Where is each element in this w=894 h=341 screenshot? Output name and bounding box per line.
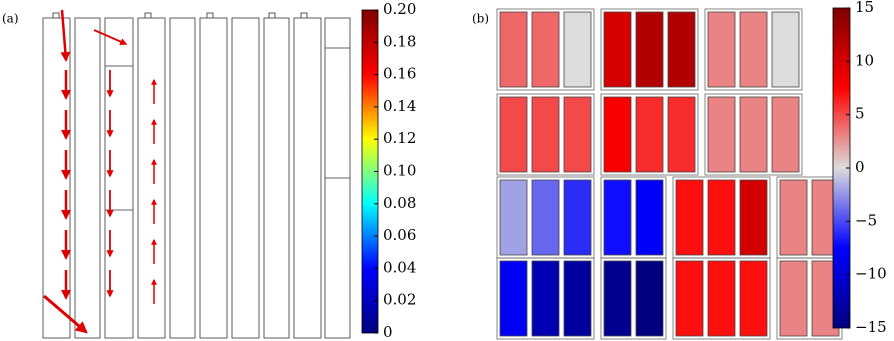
cell [675, 260, 704, 337]
cell [499, 11, 528, 88]
cell [531, 11, 560, 88]
group-frame [600, 8, 699, 91]
cell [531, 260, 560, 337]
colorbar-tick-label: 0.14 [383, 97, 416, 115]
cell [771, 96, 800, 173]
colorbar-tick-label: 0.16 [383, 65, 416, 83]
cell [499, 179, 528, 256]
group-frame [704, 8, 803, 91]
colorbar-tick-label: −15 [855, 318, 887, 336]
cell [667, 96, 696, 173]
cell [531, 179, 560, 256]
cell [499, 96, 528, 173]
group-frame [496, 93, 595, 176]
colorbar-tick-label: −5 [855, 211, 877, 229]
group-frame [496, 8, 595, 91]
group-frame [496, 257, 595, 340]
cell [635, 179, 664, 256]
cell [667, 11, 696, 88]
cell [739, 179, 768, 256]
group-frame [672, 257, 771, 340]
colorbar-tick-label: 0.02 [383, 291, 416, 309]
cell [779, 260, 808, 337]
colorbar-tick-label: 0.20 [383, 0, 416, 18]
colorbar-tick-label: 0 [383, 323, 393, 341]
arrow [60, 9, 71, 62]
group-frame [600, 257, 667, 340]
column [74, 17, 101, 339]
column [199, 17, 228, 339]
cell [635, 11, 664, 88]
colorbar-tick-label: 0.10 [383, 162, 416, 180]
panel-label: (a) [2, 12, 19, 26]
arrow [93, 29, 128, 45]
colorbar-tick-label: 0.08 [383, 194, 416, 212]
cell [771, 11, 800, 88]
column [293, 17, 322, 339]
cell [739, 260, 768, 337]
column [104, 17, 134, 339]
column [169, 17, 196, 339]
cell [563, 96, 592, 173]
colorbar-tick-label: 5 [855, 105, 865, 123]
column [137, 17, 166, 339]
cell [779, 179, 808, 256]
panel-label: (b) [472, 12, 489, 26]
colorbar-tick-label: 0.04 [383, 258, 416, 276]
colorbar-tick-label: 0 [855, 158, 865, 176]
group-frame [600, 93, 699, 176]
cap [144, 12, 152, 19]
cell [499, 260, 528, 337]
cap [52, 12, 60, 19]
colorbar-tick-label: 10 [855, 51, 874, 69]
column [231, 17, 260, 339]
cell [603, 11, 632, 88]
cell [603, 96, 632, 173]
colorbar-tick-label: 0.12 [383, 129, 416, 147]
cell [635, 96, 664, 173]
cell [603, 260, 632, 337]
colorbar-tick-label: 0.06 [383, 226, 416, 244]
cap [268, 12, 276, 19]
cell [563, 179, 592, 256]
cap [206, 12, 214, 19]
colorbar-tick-label: 15 [855, 0, 874, 16]
cell [603, 179, 632, 256]
cell [531, 96, 560, 173]
cell [707, 96, 736, 173]
cell [739, 96, 768, 173]
colorbar-tick-label: 0.18 [383, 32, 416, 50]
cell [707, 179, 736, 256]
cell [563, 260, 592, 337]
group-frame [704, 93, 803, 176]
cell [675, 179, 704, 256]
cell [707, 11, 736, 88]
colorbar-tick-label: −10 [855, 265, 887, 283]
cell [635, 260, 664, 337]
arrow [43, 294, 88, 334]
structure [42, 9, 351, 339]
cell [707, 260, 736, 337]
column [263, 17, 290, 339]
cap [300, 12, 308, 19]
cell [739, 11, 768, 88]
cell [563, 11, 592, 88]
